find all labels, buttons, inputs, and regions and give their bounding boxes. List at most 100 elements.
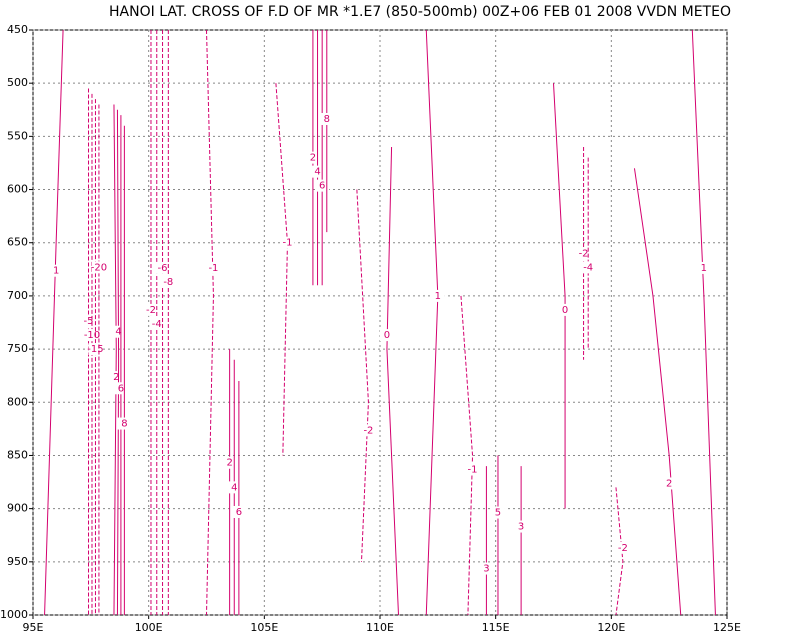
contour-line — [275, 83, 288, 456]
y-tick-label: 750 — [7, 342, 28, 355]
contour-line — [425, 29, 439, 616]
x-tick-label: 95E — [23, 621, 44, 634]
contour-line — [691, 29, 716, 616]
y-tick-label: 1000 — [0, 608, 28, 621]
contour-label-bg — [109, 371, 124, 384]
contour-label-bg — [149, 317, 164, 330]
contour-label-bg — [490, 506, 505, 519]
contour-label: 1 — [53, 266, 59, 277]
contour-label: 5 — [495, 508, 501, 519]
y-tick-label: 550 — [7, 129, 28, 142]
plot-frame — [32, 29, 728, 616]
contour-label-bg — [227, 481, 242, 494]
contour-label-bg — [91, 261, 106, 274]
contour-line — [116, 109, 120, 616]
contour-label: 2 — [666, 478, 672, 489]
contour-label: 0 — [384, 330, 390, 341]
x-tick-label: 100E — [135, 621, 163, 634]
contour-label: 6 — [319, 181, 325, 192]
contour-label-bg — [310, 165, 325, 178]
contour-label-bg — [49, 264, 64, 277]
contour-label-bg — [379, 329, 394, 342]
contour-line — [386, 146, 400, 616]
x-tick-label: 125E — [713, 621, 741, 634]
contour-label: -10 — [84, 330, 100, 341]
contour-label-bg — [581, 261, 596, 274]
contour-label: -1 — [468, 464, 478, 475]
contour-line — [356, 189, 369, 562]
y-tick-label: 600 — [7, 183, 28, 196]
contour-label: 2 — [310, 153, 316, 164]
contour-line — [206, 29, 214, 616]
contour-label-bg — [143, 303, 158, 316]
contour-label: -1 — [208, 263, 218, 274]
contour-label: 6 — [118, 383, 124, 394]
contour-label: -1 — [282, 238, 292, 249]
y-tick-label: 700 — [7, 289, 28, 302]
contour-label-bg — [615, 541, 630, 554]
contour-label: -2 — [146, 305, 156, 316]
contour-line — [460, 295, 474, 616]
contour-label-bg — [222, 456, 237, 469]
contour-label-bg — [231, 506, 246, 518]
contour-label-bg — [558, 303, 573, 316]
contour-label: 4 — [115, 327, 121, 338]
contour-label: -2 — [579, 248, 589, 259]
contour-label-bg — [430, 289, 445, 302]
contour-label: 4 — [231, 482, 237, 493]
chart-title: HANOI LAT. CROSS OF F.D OF MR *1.E7 (850… — [109, 4, 731, 20]
x-tick-label: 105E — [250, 621, 278, 634]
y-tick-label: 450 — [7, 23, 28, 36]
contour-label: 3 — [518, 522, 524, 533]
contour-label-bg — [161, 275, 176, 288]
contour-line — [633, 168, 682, 616]
y-tick-label: 800 — [7, 395, 28, 408]
contour-label: -8 — [163, 277, 173, 288]
contour-label: 3 — [483, 564, 489, 575]
contour-label-bg — [576, 247, 591, 260]
contour-label: 8 — [121, 419, 127, 430]
contour-label: -20 — [91, 262, 107, 273]
contour-label: 2 — [226, 458, 232, 469]
contour-label: 6 — [236, 507, 242, 518]
y-tick-label: 950 — [7, 555, 28, 568]
contour-label-bg — [514, 520, 529, 533]
contour-label-bg — [206, 261, 221, 274]
contour-label: -15 — [87, 344, 103, 355]
contour-label: -4 — [152, 319, 162, 330]
contour-label-bg — [696, 261, 711, 274]
contour-label: -6 — [158, 263, 168, 274]
contour-line — [553, 83, 566, 509]
y-tick-label: 900 — [7, 502, 28, 515]
contour-label-bg — [465, 463, 480, 476]
contour-label: 8 — [324, 114, 330, 125]
contour-label: -4 — [583, 262, 593, 273]
contour-label-bg — [315, 179, 330, 192]
contour-line — [615, 487, 624, 616]
y-tick-label: 500 — [7, 76, 28, 89]
contour-label: -2 — [618, 543, 628, 554]
contour-label: 0 — [562, 305, 568, 316]
contour-label-bg — [280, 236, 295, 249]
contour-label-bg — [84, 329, 99, 342]
x-tick-label: 120E — [597, 621, 625, 634]
contour-label: 2 — [113, 372, 119, 383]
contour-label: -2 — [363, 425, 373, 436]
y-tick-label: 650 — [7, 236, 28, 249]
contour-label-bg — [155, 261, 170, 274]
contour-label-bg — [479, 562, 494, 575]
contour-label-bg — [117, 417, 132, 430]
contour-label-bg — [361, 424, 376, 437]
contour-label-bg — [319, 113, 334, 125]
contour-label: -5 — [84, 316, 94, 327]
contour-label-bg — [305, 151, 320, 164]
contour-line — [44, 29, 64, 616]
contour-label-bg — [111, 325, 126, 338]
y-tick-label: 850 — [7, 448, 28, 461]
contour-line — [113, 104, 117, 616]
contour-label: 1 — [701, 263, 707, 274]
x-tick-label: 110E — [366, 621, 394, 634]
contour-label: 1 — [435, 291, 441, 302]
contour-label: 4 — [314, 167, 320, 178]
